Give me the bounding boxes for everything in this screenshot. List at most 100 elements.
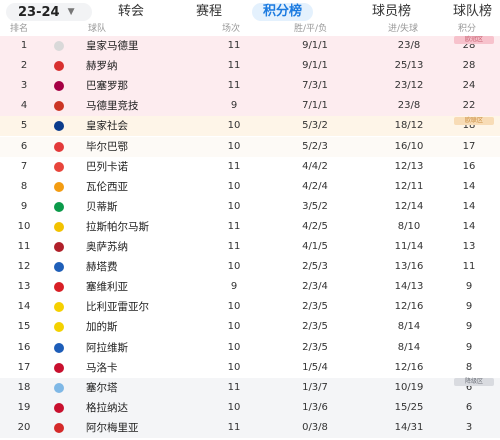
table-row[interactable]: 3 巴塞罗那 11 7/3/1 23/12 24 xyxy=(0,76,500,97)
team-name: 贝蒂斯 xyxy=(86,200,118,213)
rank-cell: 15 xyxy=(17,321,31,333)
points-cell: 28 xyxy=(462,40,476,51)
goals-cell: 15/25 xyxy=(394,401,424,413)
team-logo-icon xyxy=(50,421,68,435)
table-row[interactable]: 17 马洛卡 10 1/5/4 12/16 8 xyxy=(0,357,500,378)
rank-cell: 5 xyxy=(20,120,28,132)
played-cell: 10 xyxy=(227,180,241,192)
table-row[interactable]: 19 格拉纳达 10 1/3/6 15/25 6 xyxy=(0,397,500,418)
points-cell: 14 xyxy=(462,180,476,192)
team-logo-icon xyxy=(50,381,68,395)
table-row[interactable]: 5 皇家社会 10 5/3/2 18/12 18 xyxy=(0,116,500,137)
goals-cell: 25/13 xyxy=(394,60,424,72)
record-cell: 9/1/1 xyxy=(302,40,328,51)
rank-cell: 19 xyxy=(17,401,31,413)
table-row[interactable]: 9 贝蒂斯 10 3/5/2 12/14 14 xyxy=(0,196,500,217)
table-row[interactable]: 11 奥萨苏纳 11 4/1/5 11/14 13 xyxy=(0,237,500,257)
played-cell: 11 xyxy=(227,40,241,51)
rank-cell: 13 xyxy=(17,281,31,293)
team-logo-icon xyxy=(50,79,68,93)
rank-cell: 11 xyxy=(17,241,31,252)
rank-cell: 1 xyxy=(20,40,28,51)
goals-cell: 18/12 xyxy=(394,120,424,132)
rank-cell: 18 xyxy=(17,381,31,393)
team-logo-icon xyxy=(50,341,68,355)
goals-cell: 23/8 xyxy=(397,40,421,51)
table-row[interactable]: 20 阿尔梅里亚 11 0/3/8 14/31 3 xyxy=(0,417,500,438)
team-logo-icon xyxy=(50,99,68,113)
table-row[interactable]: 6 毕尔巴鄂 10 5/2/3 16/10 17 xyxy=(0,136,500,157)
team-logo-icon xyxy=(50,160,68,174)
rank-cell: 3 xyxy=(20,80,28,92)
table-row[interactable]: 14 比利亚雷亚尔 10 2/3/5 12/16 9 xyxy=(0,297,500,318)
tab-player-rankings[interactable]: 球员榜 xyxy=(372,4,412,19)
team-logo-icon xyxy=(50,240,68,254)
points-cell: 8 xyxy=(465,361,473,373)
team-logo-icon xyxy=(50,220,68,234)
played-cell: 11 xyxy=(227,220,241,232)
points-cell: 16 xyxy=(462,160,476,172)
played-cell: 10 xyxy=(227,401,241,413)
tab-schedule[interactable]: 赛程 xyxy=(196,4,223,19)
table-row[interactable]: 7 巴列卡诺 11 4/4/2 12/13 16 xyxy=(0,156,500,177)
record-cell: 1/5/4 xyxy=(302,361,328,373)
relegation-zone-badge: 降级区 xyxy=(454,377,494,386)
played-cell: 9 xyxy=(230,100,238,112)
table-row[interactable]: 8 瓦伦西亚 10 4/2/4 12/11 14 xyxy=(0,176,500,197)
played-cell: 11 xyxy=(227,241,241,252)
rank-cell: 7 xyxy=(20,160,28,172)
table-row[interactable]: 18 塞尔塔 11 1/3/7 10/19 6 xyxy=(0,377,500,398)
table-row[interactable]: 10 拉斯帕尔马斯 11 4/2/5 8/10 14 xyxy=(0,216,500,237)
header-rank: 排名 xyxy=(10,24,29,34)
tab-transfers[interactable]: 转会 xyxy=(118,4,145,19)
rank-cell: 9 xyxy=(20,200,28,212)
rank-cell: 14 xyxy=(17,301,31,313)
champions-zone-badge: 欧冠区 xyxy=(454,36,494,44)
team-name: 塞尔塔 xyxy=(86,381,118,394)
goals-cell: 23/12 xyxy=(394,80,424,92)
goals-cell: 14/13 xyxy=(394,281,424,293)
played-cell: 10 xyxy=(227,321,241,333)
points-cell: 3 xyxy=(465,421,473,433)
team-logo-icon xyxy=(50,180,68,194)
team-name: 巴塞罗那 xyxy=(86,80,128,93)
played-cell: 10 xyxy=(227,261,241,273)
table-row[interactable]: 16 阿拉维斯 10 2/3/5 8/14 9 xyxy=(0,337,500,358)
goals-cell: 13/16 xyxy=(394,261,424,273)
table-row[interactable]: 1 皇家马德里 11 9/1/1 23/8 28 xyxy=(0,36,500,56)
season-selector[interactable]: 23-24 ▼ xyxy=(6,3,92,21)
team-name: 阿拉维斯 xyxy=(86,341,128,354)
record-cell: 4/2/5 xyxy=(302,220,328,232)
record-cell: 9/1/1 xyxy=(302,60,328,72)
record-cell: 2/3/4 xyxy=(302,281,328,293)
table-row[interactable]: 2 赫罗纳 11 9/1/1 25/13 28 xyxy=(0,56,500,77)
played-cell: 11 xyxy=(227,160,241,172)
points-cell: 17 xyxy=(462,140,476,152)
header-record: 胜/平/负 xyxy=(294,24,328,34)
goals-cell: 23/8 xyxy=(397,100,421,112)
table-row[interactable]: 12 赫塔费 10 2/5/3 13/16 11 xyxy=(0,257,500,278)
team-name: 毕尔巴鄂 xyxy=(86,140,128,153)
table-row[interactable]: 15 加的斯 10 2/3/5 8/14 9 xyxy=(0,317,500,338)
played-cell: 9 xyxy=(230,281,238,293)
goals-cell: 14/31 xyxy=(394,421,424,433)
team-name: 拉斯帕尔马斯 xyxy=(86,220,149,233)
goals-cell: 11/14 xyxy=(394,241,424,252)
played-cell: 11 xyxy=(227,80,241,92)
top-bar: 23-24 ▼ 转会 赛程 积分榜 球员榜 球队榜 xyxy=(0,0,500,24)
table-row[interactable]: 13 塞维利亚 9 2/3/4 14/13 9 xyxy=(0,277,500,298)
tab-standings[interactable]: 积分榜 xyxy=(252,3,314,21)
table-row[interactable]: 4 马德里竞技 9 7/1/1 23/8 22 xyxy=(0,96,500,117)
team-name: 皇家马德里 xyxy=(86,40,139,52)
record-cell: 4/4/2 xyxy=(302,160,328,172)
team-name: 赫塔费 xyxy=(86,261,118,274)
rank-cell: 4 xyxy=(20,100,28,112)
goals-cell: 12/13 xyxy=(394,160,424,172)
goals-cell: 8/14 xyxy=(397,341,421,353)
rank-cell: 20 xyxy=(17,421,31,433)
team-name: 马洛卡 xyxy=(86,361,118,374)
record-cell: 7/1/1 xyxy=(302,100,328,112)
tab-team-rankings[interactable]: 球队榜 xyxy=(453,4,493,19)
played-cell: 10 xyxy=(227,341,241,353)
team-name: 加的斯 xyxy=(86,321,118,334)
